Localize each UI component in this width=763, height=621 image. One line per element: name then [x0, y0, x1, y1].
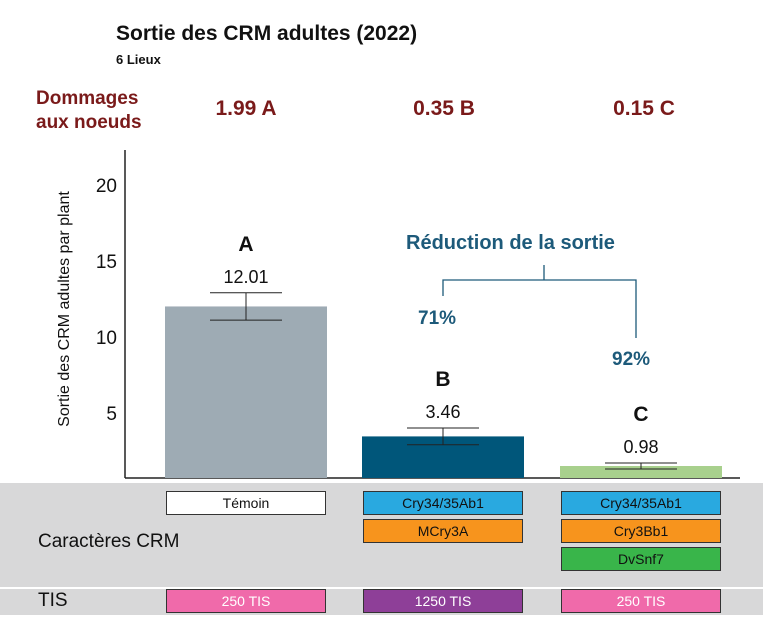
reduction-pct-c: 92%: [612, 349, 651, 370]
significance-letter: C: [633, 403, 648, 426]
traits-row-label: Caractères CRM: [38, 531, 180, 552]
y-tick-label: 5: [106, 404, 117, 425]
trait-badge: DvSnf7: [561, 547, 721, 571]
damage-label-line1: Dommages: [36, 88, 139, 109]
value-label: 12.01: [223, 267, 268, 287]
y-tick-label: 20: [96, 176, 117, 197]
tis-row-label: TIS: [38, 590, 68, 611]
tis-badge: 250 TIS: [561, 589, 721, 613]
damage-value: 1.99 A: [215, 97, 277, 120]
significance-letter: A: [238, 233, 253, 256]
tis-badge: 250 TIS: [166, 589, 326, 613]
trait-badge: Témoin: [166, 491, 326, 515]
tis-badge: 1250 TIS: [363, 589, 523, 613]
chart-subtitle: 6 Lieux: [116, 52, 161, 67]
trait-badge: Cry3Bb1: [561, 519, 721, 543]
bar: [560, 466, 722, 478]
damage-label-line2: aux noeuds: [36, 112, 142, 133]
y-tick-label: 10: [96, 328, 117, 349]
damage-value: 0.15 C: [613, 97, 675, 120]
damage-value: 0.35 B: [413, 97, 475, 120]
bar: [165, 306, 327, 478]
divider: [0, 587, 763, 589]
chart-title: Sortie des CRM adultes (2022): [116, 22, 418, 45]
reduction-title: Réduction de la sortie: [406, 232, 615, 254]
value-label: 0.98: [623, 437, 658, 457]
y-tick-label: 15: [96, 252, 117, 273]
reduction-pct-b: 71%: [418, 308, 457, 329]
trait-badge: Cry34/35Ab1: [561, 491, 721, 515]
trait-badge: MCry3A: [363, 519, 523, 543]
reduction-bracket: [442, 265, 637, 338]
damage-label: Dommages aux noeuds: [36, 87, 142, 135]
trait-badge: Cry34/35Ab1: [363, 491, 523, 515]
value-label: 3.46: [425, 402, 460, 422]
significance-letter: B: [435, 368, 450, 391]
